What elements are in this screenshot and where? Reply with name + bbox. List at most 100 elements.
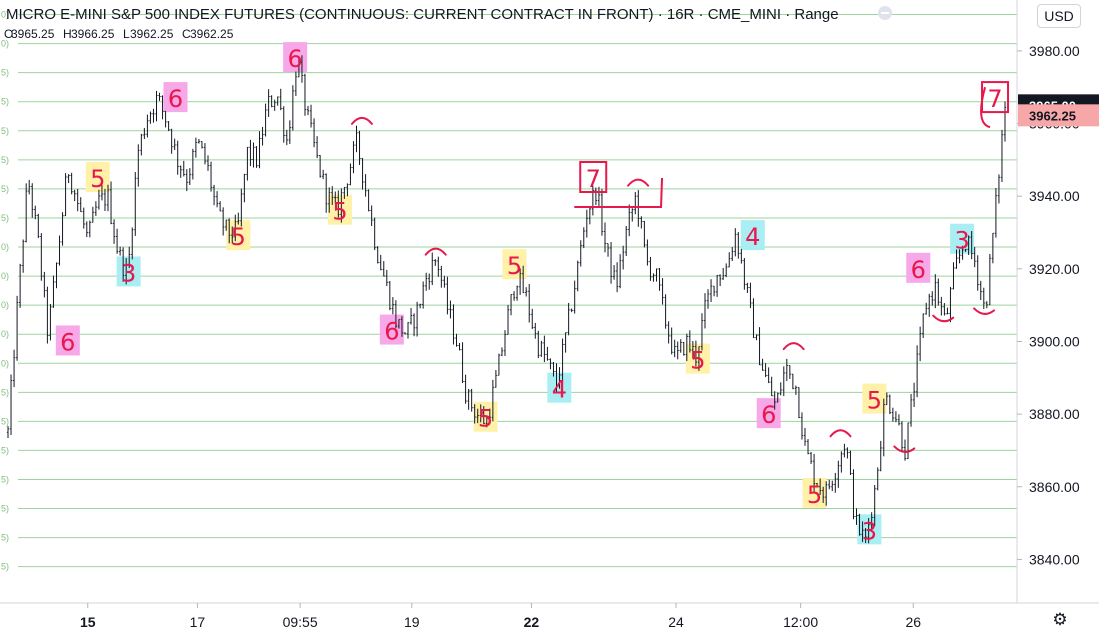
price-badge bbox=[1018, 104, 1099, 127]
ink-arc bbox=[932, 314, 955, 323]
wave-label: 7 bbox=[586, 165, 601, 193]
wave-highlight bbox=[85, 161, 110, 192]
level-label: 0) bbox=[1, 300, 9, 310]
x-tick-label: 19 bbox=[404, 614, 420, 630]
x-tick-label: 15 bbox=[80, 614, 96, 630]
x-tick-label: 09:55 bbox=[283, 614, 318, 630]
ohlc-key: O bbox=[4, 27, 13, 41]
level-label: 5) bbox=[1, 562, 9, 572]
wave-label: 5 bbox=[867, 387, 882, 415]
time-axis[interactable]: 15 17 09:55 19 22 24 12:00 26 bbox=[80, 603, 921, 630]
ohlc-value: 3966.25 bbox=[71, 27, 115, 41]
y-tick-label: 3880.00 bbox=[1029, 406, 1080, 422]
ink-arc bbox=[829, 429, 852, 438]
x-tick-label: 12:00 bbox=[783, 614, 818, 630]
wave-label: 6 bbox=[384, 318, 399, 346]
price-bars bbox=[6, 55, 1007, 544]
wave-label: 3 bbox=[121, 259, 136, 287]
level-label: 5) bbox=[1, 474, 9, 484]
ink-arc bbox=[782, 342, 805, 351]
wave-label: 6 bbox=[287, 45, 302, 73]
level-label: 5) bbox=[1, 416, 9, 426]
wave-highlight bbox=[857, 514, 882, 545]
wave-label: 5 bbox=[478, 405, 493, 433]
level-label: 0) bbox=[1, 329, 9, 339]
level-label: 5) bbox=[1, 533, 9, 543]
gear-icon[interactable]: ⚙ bbox=[1052, 610, 1068, 630]
wave-highlight bbox=[740, 220, 765, 251]
annotation-highlights bbox=[55, 42, 975, 545]
ohlc-key: H bbox=[63, 27, 72, 41]
ohlc-value: 3962.25 bbox=[130, 27, 174, 41]
chart-title: MICRO E-MINI S&P 500 INDEX FUTURES (CONT… bbox=[6, 6, 839, 23]
level-label: 5) bbox=[1, 126, 9, 136]
wave-label: 5 bbox=[507, 252, 522, 280]
legend-eye-icon[interactable] bbox=[878, 6, 892, 20]
level-label: 5) bbox=[1, 184, 9, 194]
y-tick-label: 3840.00 bbox=[1029, 551, 1080, 567]
wave-label: 5 bbox=[90, 165, 105, 193]
y-tick-label: 3920.00 bbox=[1029, 261, 1080, 277]
wave-label: 5 bbox=[231, 223, 246, 251]
wave-label: 3 bbox=[954, 227, 969, 255]
wave-label: 7 bbox=[987, 85, 1002, 113]
y-tick-label: 3980.00 bbox=[1029, 43, 1080, 59]
wave-label: 5 bbox=[807, 481, 822, 509]
level-label: 5) bbox=[1, 445, 9, 455]
horizontal-level-lines: 0) 0) 5) 5) 5) 5) 5) 5) 0) 0) 0) 0) 0) 5) 5) 5) 5) 5) 5) 5) bbox=[1, 10, 1017, 572]
level-label: 5) bbox=[1, 504, 9, 514]
wave-label: 6 bbox=[761, 401, 776, 429]
level-label: 0) bbox=[1, 271, 9, 281]
wave-highlight bbox=[862, 383, 887, 414]
ink-bracket bbox=[574, 177, 664, 209]
wave-label: 4 bbox=[552, 376, 567, 404]
x-tick-label: 22 bbox=[524, 614, 540, 630]
level-label: 0) bbox=[1, 39, 9, 49]
y-tick-label: 3860.00 bbox=[1029, 479, 1080, 495]
level-label: 0) bbox=[1, 242, 9, 252]
wave-highlight bbox=[906, 252, 931, 283]
level-label: 5) bbox=[1, 213, 9, 223]
wave-highlight bbox=[55, 325, 80, 356]
y-tick-label: 3900.00 bbox=[1029, 333, 1080, 349]
price-badge-label: 3962.25 bbox=[1029, 108, 1076, 123]
wave-label: 5 bbox=[332, 198, 347, 226]
x-tick-label: 17 bbox=[190, 614, 206, 630]
level-label: 5) bbox=[1, 155, 9, 165]
wave-label: 6 bbox=[168, 85, 183, 113]
wave-highlight bbox=[756, 398, 781, 429]
x-tick-label: 24 bbox=[668, 614, 684, 630]
wave-box bbox=[579, 160, 608, 193]
ohlc-key: L bbox=[123, 27, 130, 41]
level-label: 5) bbox=[1, 97, 9, 107]
wave-highlight bbox=[502, 249, 527, 280]
wave-label: 5 bbox=[690, 347, 705, 375]
wave-label: 4 bbox=[745, 223, 760, 251]
level-label: 5) bbox=[1, 387, 9, 397]
ink-arc bbox=[350, 116, 373, 125]
wave-label: 3 bbox=[862, 517, 877, 545]
ink-arc bbox=[973, 307, 996, 315]
ink-arc bbox=[627, 178, 650, 187]
wave-highlight bbox=[116, 256, 141, 287]
currency-button[interactable]: USD bbox=[1037, 4, 1081, 28]
ohlc-value: 3962.25 bbox=[190, 27, 234, 41]
x-tick-label: 26 bbox=[905, 614, 921, 630]
y-tick-label: 3940.00 bbox=[1029, 188, 1080, 204]
ohlc-key: C bbox=[182, 27, 191, 41]
level-label: 5) bbox=[1, 68, 9, 78]
ink-arc bbox=[424, 247, 447, 256]
wave-label: 6 bbox=[60, 328, 75, 356]
wave-highlight bbox=[283, 42, 308, 73]
wave-label: 6 bbox=[911, 256, 926, 284]
ohlc-value: 3965.25 bbox=[11, 27, 55, 41]
wave-highlight bbox=[163, 82, 188, 113]
level-label: 0) bbox=[1, 10, 9, 20]
price-badges: 3965.003962.25 bbox=[1018, 94, 1099, 127]
ink-arc bbox=[893, 445, 916, 453]
level-label: 0) bbox=[1, 358, 9, 368]
ink-bracket bbox=[980, 86, 991, 129]
